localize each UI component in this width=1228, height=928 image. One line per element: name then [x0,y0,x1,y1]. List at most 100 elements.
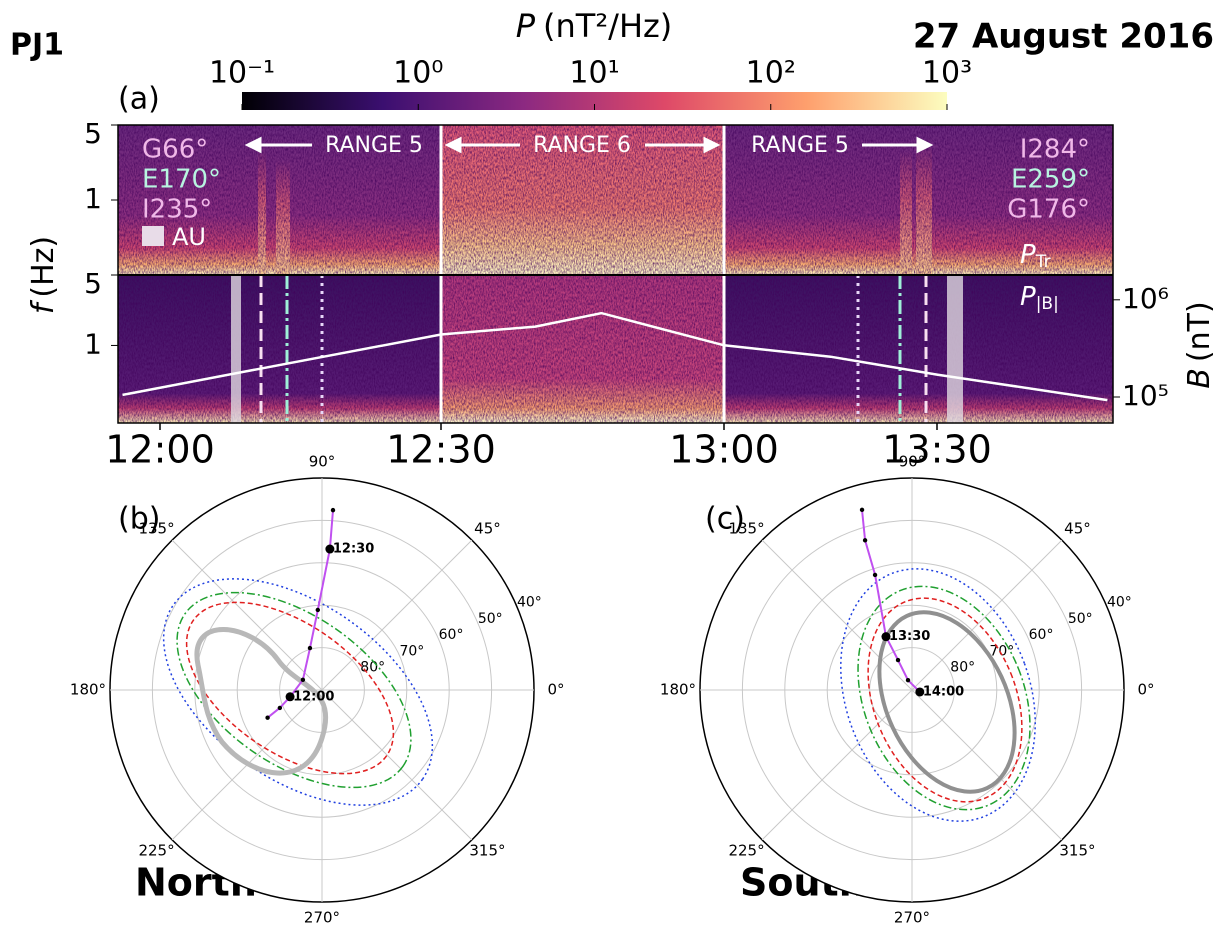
ovals-north [162,578,434,806]
lat-tick-label: 70° [399,643,424,659]
polar-plot: 80° 70° 60° 50° 40° 0° 45° 90° 135° 180° 225° 270° 3… [660,453,1155,927]
angle-tick-label: 45° [474,519,501,537]
y2-axis-title: B (nT) [1182,301,1217,388]
oval [857,585,1031,811]
y-tick-label: 5 [84,267,102,300]
angle-tick-label: 270° [894,909,930,927]
oval [877,610,1017,794]
angle-tick-label: 0° [1137,681,1154,699]
tracks: 12:00 12:30 13:30 14:00 [265,507,964,720]
au-band [231,275,241,423]
y2-tick-label: 10⁵ [1122,379,1169,412]
track-point [872,572,878,578]
lat-tick-label: 40° [517,595,542,611]
quantity-var: P [1020,282,1036,312]
colorbar-unit: (nT²/Hz) [543,7,672,45]
y-axis-title: f(Hz) [26,236,61,314]
ovals-south [840,568,1036,822]
panel-id: PJ1 [10,28,64,63]
angle-tick-label: 315° [469,842,505,860]
y-tick-label: 1 [84,327,102,360]
oval [176,591,412,789]
angle-grid [761,539,913,691]
arrow-head [703,136,721,154]
quantity-sub: Tr [1035,252,1051,272]
range-arrows [244,136,934,154]
au-legend-box [142,226,164,246]
track-point [862,538,868,543]
lat-tick-label: 60° [1029,627,1054,643]
track-time: 12:00 [293,689,334,704]
track-point [915,687,925,697]
angle-tick-label: 45° [1064,519,1091,537]
footpoint-label: G66° [142,135,208,165]
track-point [265,715,270,720]
track-point [285,692,295,702]
axis-var: B [1182,368,1217,389]
colorbar-var: P [516,7,536,45]
angle-grid [911,539,1063,691]
oval [840,568,1036,822]
y-tick-label: 5 [84,117,102,150]
lat-tick-label: 40° [1107,595,1132,611]
angle-tick-label: 225° [728,842,764,860]
x-tick-label: 12:00 [105,428,215,472]
angle-tick-label: 225° [138,842,174,860]
y-tick-label: 1 [84,182,102,215]
date: 27 August 2016 [913,17,1214,57]
angle-tick-label: 135° [728,519,764,537]
axis-var: f [26,299,61,314]
angle-tick-label: 90° [899,453,926,471]
x-tick-label: 12:30 [386,428,496,472]
footpoint-label: E170° [142,165,221,195]
quantity-var: P [1020,240,1036,270]
colorbar-tick-label: 10³ [922,56,972,91]
panel-quantity: P|B| [1020,282,1059,315]
oval [867,597,1023,803]
footpoint-label: E259° [1011,165,1090,195]
axis-unit: (nT) [1182,301,1217,362]
angle-grid [171,539,323,691]
b-field-line [122,311,1108,402]
track-point [905,677,911,683]
colorbar-tick-label: 10⁻¹ [209,56,275,91]
track-time: 12:30 [333,542,374,557]
angle-grid [321,539,473,691]
track-point [895,657,901,663]
track-time: 14:00 [923,684,964,699]
spectrogram [118,125,1113,423]
angle-tick-label: 180° [70,681,106,699]
angle-grid [321,689,473,841]
colorbar-tick-label: 10¹ [569,56,619,91]
angle-tick-label: 315° [1059,842,1095,860]
footprint-track [266,510,334,719]
range-label: RANGE 6 [533,133,631,158]
range-label: RANGE 5 [325,133,423,158]
lat-tick-label: 50° [1068,611,1093,627]
lat-tick-label: 70° [989,643,1014,659]
angle-tick-label: 270° [304,909,340,927]
track-point [325,544,335,554]
track-point [881,632,891,642]
track-point [859,507,865,513]
angle-tick-label: 180° [660,681,696,699]
y2-tick-label: 10⁶ [1122,282,1169,315]
quantity-sub: |B| [1036,294,1059,314]
track-point [315,607,321,613]
angle-tick-label: 0° [547,681,564,699]
track-point [277,705,283,711]
angle-tick-label: 90° [309,453,336,471]
panel-label: (b) [118,502,160,537]
panel-label: (a) [118,82,160,117]
colorbar-tick-label: 10⁰ [393,56,443,91]
colorbar-title: P (nT²/Hz) [516,7,673,45]
x-tick-label: 13:30 [882,428,992,472]
arrow-head [444,136,462,154]
angle-grid [911,689,1063,841]
panel-label: (c) [705,502,745,537]
footpoint-label: G176° [1007,195,1090,225]
track-point [307,645,313,651]
lat-tick-label: 60° [439,627,464,643]
